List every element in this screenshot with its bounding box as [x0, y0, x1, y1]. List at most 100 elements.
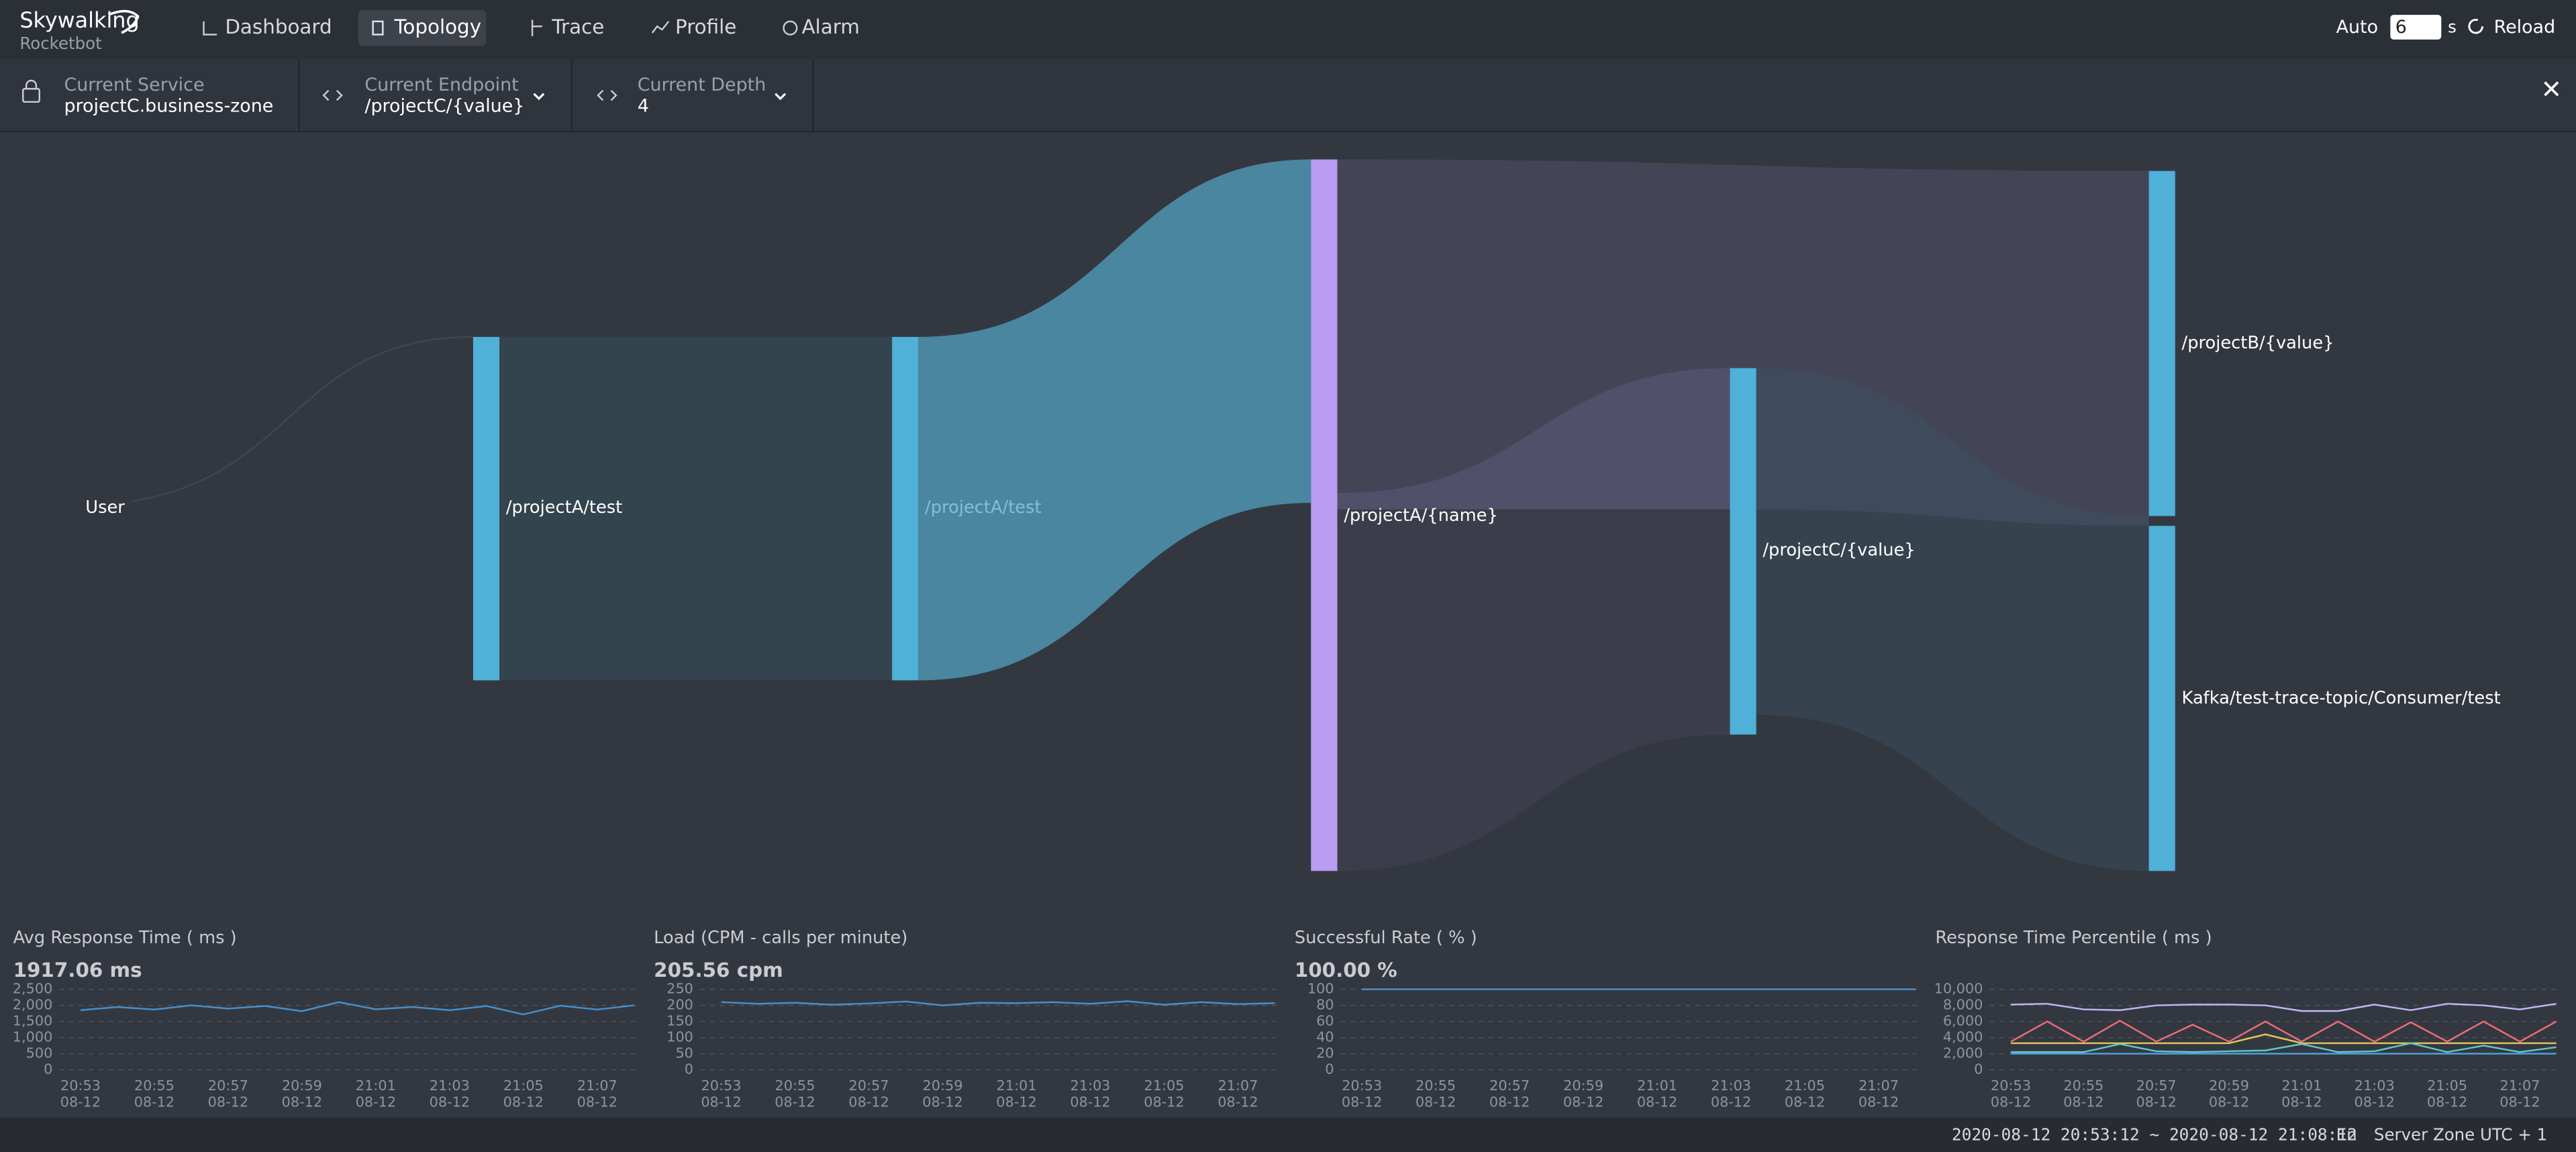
reload-icon — [2468, 18, 2483, 34]
interval-input[interactable] — [2390, 15, 2442, 40]
x-tick-label: 20:57 — [208, 1077, 248, 1094]
y-tick-label: 80 — [1316, 997, 1334, 1013]
topology-node-label[interactable]: /projectB/{value} — [2182, 333, 2334, 353]
y-tick-label: 1,000 — [13, 1029, 53, 1045]
x-tick-date: 08-12 — [356, 1094, 396, 1110]
x-tick-date: 08-12 — [60, 1094, 101, 1110]
x-tick-label: 20:59 — [1563, 1077, 1603, 1094]
y-tick-label: 150 — [666, 1013, 693, 1029]
nav-label[interactable]: Topology — [393, 15, 481, 38]
service-value[interactable]: projectC.business-zone — [64, 96, 273, 117]
mini-chart: Successful Rate ( % ) 100.00 % 02040608010… — [1295, 928, 1919, 1110]
nav-label[interactable]: Dashboard — [225, 15, 332, 38]
endpoint-selector[interactable]: Current Endpoint /projectC/{value} — [322, 75, 545, 117]
x-tick-label: 20:55 — [2063, 1077, 2103, 1094]
y-tick-label: 0 — [1974, 1061, 1983, 1077]
nav-label[interactable]: Profile — [675, 15, 736, 38]
x-tick-label: 20:59 — [2209, 1077, 2249, 1094]
chart-title: Avg Response Time ( ms ) — [13, 928, 237, 948]
link — [1756, 509, 2149, 871]
y-tick-label: 2,000 — [13, 997, 53, 1013]
x-tick-date: 08-12 — [430, 1094, 470, 1110]
footer-bar — [0, 1117, 2576, 1152]
x-tick-date: 08-12 — [1070, 1094, 1110, 1110]
x-tick-date: 08-12 — [577, 1094, 617, 1110]
code-icon — [597, 89, 617, 101]
toolbar-bar — [0, 59, 2576, 132]
x-tick-label: 20:55 — [134, 1077, 175, 1094]
x-tick-date: 08-12 — [2499, 1094, 2540, 1110]
lock-icon — [22, 88, 40, 103]
depth-value[interactable]: 4 — [638, 96, 649, 117]
x-tick-date: 08-12 — [1785, 1094, 1825, 1110]
topology-node-label[interactable]: /projectA/test — [506, 497, 622, 518]
interval-value[interactable]: 6 — [2395, 17, 2407, 38]
topology-node — [2148, 171, 2175, 516]
x-tick-date: 08-12 — [775, 1094, 815, 1110]
x-tick-label: 21:05 — [1785, 1077, 1825, 1094]
y-tick-label: 100 — [666, 1029, 693, 1045]
y-tick-label: 200 — [666, 997, 693, 1013]
mini-chart: Response Time Percentile ( ms ) 02,0004,0… — [1934, 928, 2560, 1110]
y-tick-label: 60 — [1316, 1013, 1334, 1029]
x-tick-label: 21:07 — [1859, 1077, 1899, 1094]
topology-node-label[interactable]: User — [85, 497, 125, 518]
x-tick-label: 21:03 — [430, 1077, 470, 1094]
y-tick-label: 1,500 — [13, 1013, 53, 1029]
x-tick-label: 20:53 — [701, 1077, 742, 1094]
topology-node-label[interactable]: /projectA/test — [925, 497, 1041, 518]
x-tick-date: 08-12 — [2063, 1094, 2103, 1110]
series-line — [2010, 1002, 2557, 1012]
topology-node — [473, 336, 500, 681]
x-tick-label: 20:57 — [849, 1077, 889, 1094]
y-tick-label: 500 — [26, 1045, 53, 1061]
y-tick-label: 0 — [1325, 1061, 1334, 1077]
x-tick-label: 21:07 — [577, 1077, 617, 1094]
nav-trace[interactable]: Trace — [531, 15, 604, 38]
y-tick-label: 0 — [685, 1061, 693, 1077]
topology-node-label[interactable]: Kafka/test-trace-topic/Consumer/test — [2182, 688, 2501, 708]
x-tick-date: 08-12 — [2427, 1094, 2467, 1110]
reload-button[interactable]: Reload — [2468, 17, 2556, 38]
close-button[interactable] — [2544, 81, 2559, 97]
x-tick-label: 21:01 — [2281, 1077, 2322, 1094]
service-selector[interactable]: Current Service projectC.business-zone — [22, 75, 273, 117]
x-tick-date: 08-12 — [1144, 1094, 1184, 1110]
dropdown-arrow — [775, 93, 787, 101]
x-tick-date: 08-12 — [2209, 1094, 2249, 1110]
y-tick-label: 0 — [44, 1061, 52, 1077]
link — [1337, 159, 2149, 516]
x-tick-label: 20:53 — [1342, 1077, 1382, 1094]
topology-node-label[interactable]: /projectC/{value} — [1763, 540, 1915, 561]
nav-profile[interactable]: Profile — [651, 15, 737, 38]
link — [1756, 368, 2149, 526]
nav-icon — [531, 19, 542, 36]
nav-label[interactable]: Alarm — [801, 15, 859, 38]
x-tick-date: 08-12 — [2136, 1094, 2176, 1110]
nav-dashboard[interactable]: Dashboard — [203, 15, 332, 38]
lock-icon-shackle — [25, 79, 38, 89]
topology-node-label[interactable]: /projectA/{name} — [1344, 506, 1498, 526]
endpoint-label: Current Endpoint — [364, 75, 518, 95]
x-tick-label: 20:53 — [60, 1077, 101, 1094]
chart-title: Load (CPM - calls per minute) — [654, 928, 907, 948]
series-line — [721, 1000, 1275, 1006]
topology-node — [1311, 159, 1338, 871]
link — [131, 336, 473, 502]
x-tick-date: 08-12 — [134, 1094, 175, 1110]
nav-label[interactable]: Trace — [551, 15, 604, 38]
nav-alarm[interactable]: Alarm — [783, 15, 860, 38]
y-tick-label: 250 — [666, 981, 693, 997]
endpoint-value[interactable]: /projectC/{value} — [364, 96, 524, 117]
footer-language[interactable]: En — [2336, 1124, 2357, 1144]
y-tick-label: 40 — [1316, 1029, 1334, 1045]
x-tick-label: 21:05 — [503, 1077, 544, 1094]
nav-topology[interactable]: Topology — [372, 15, 481, 38]
logo-swoosh — [107, 9, 140, 34]
depth-selector[interactable]: Current Depth 4 — [597, 75, 787, 117]
reload-label[interactable]: Reload — [2494, 17, 2556, 38]
series-line — [80, 1001, 634, 1016]
